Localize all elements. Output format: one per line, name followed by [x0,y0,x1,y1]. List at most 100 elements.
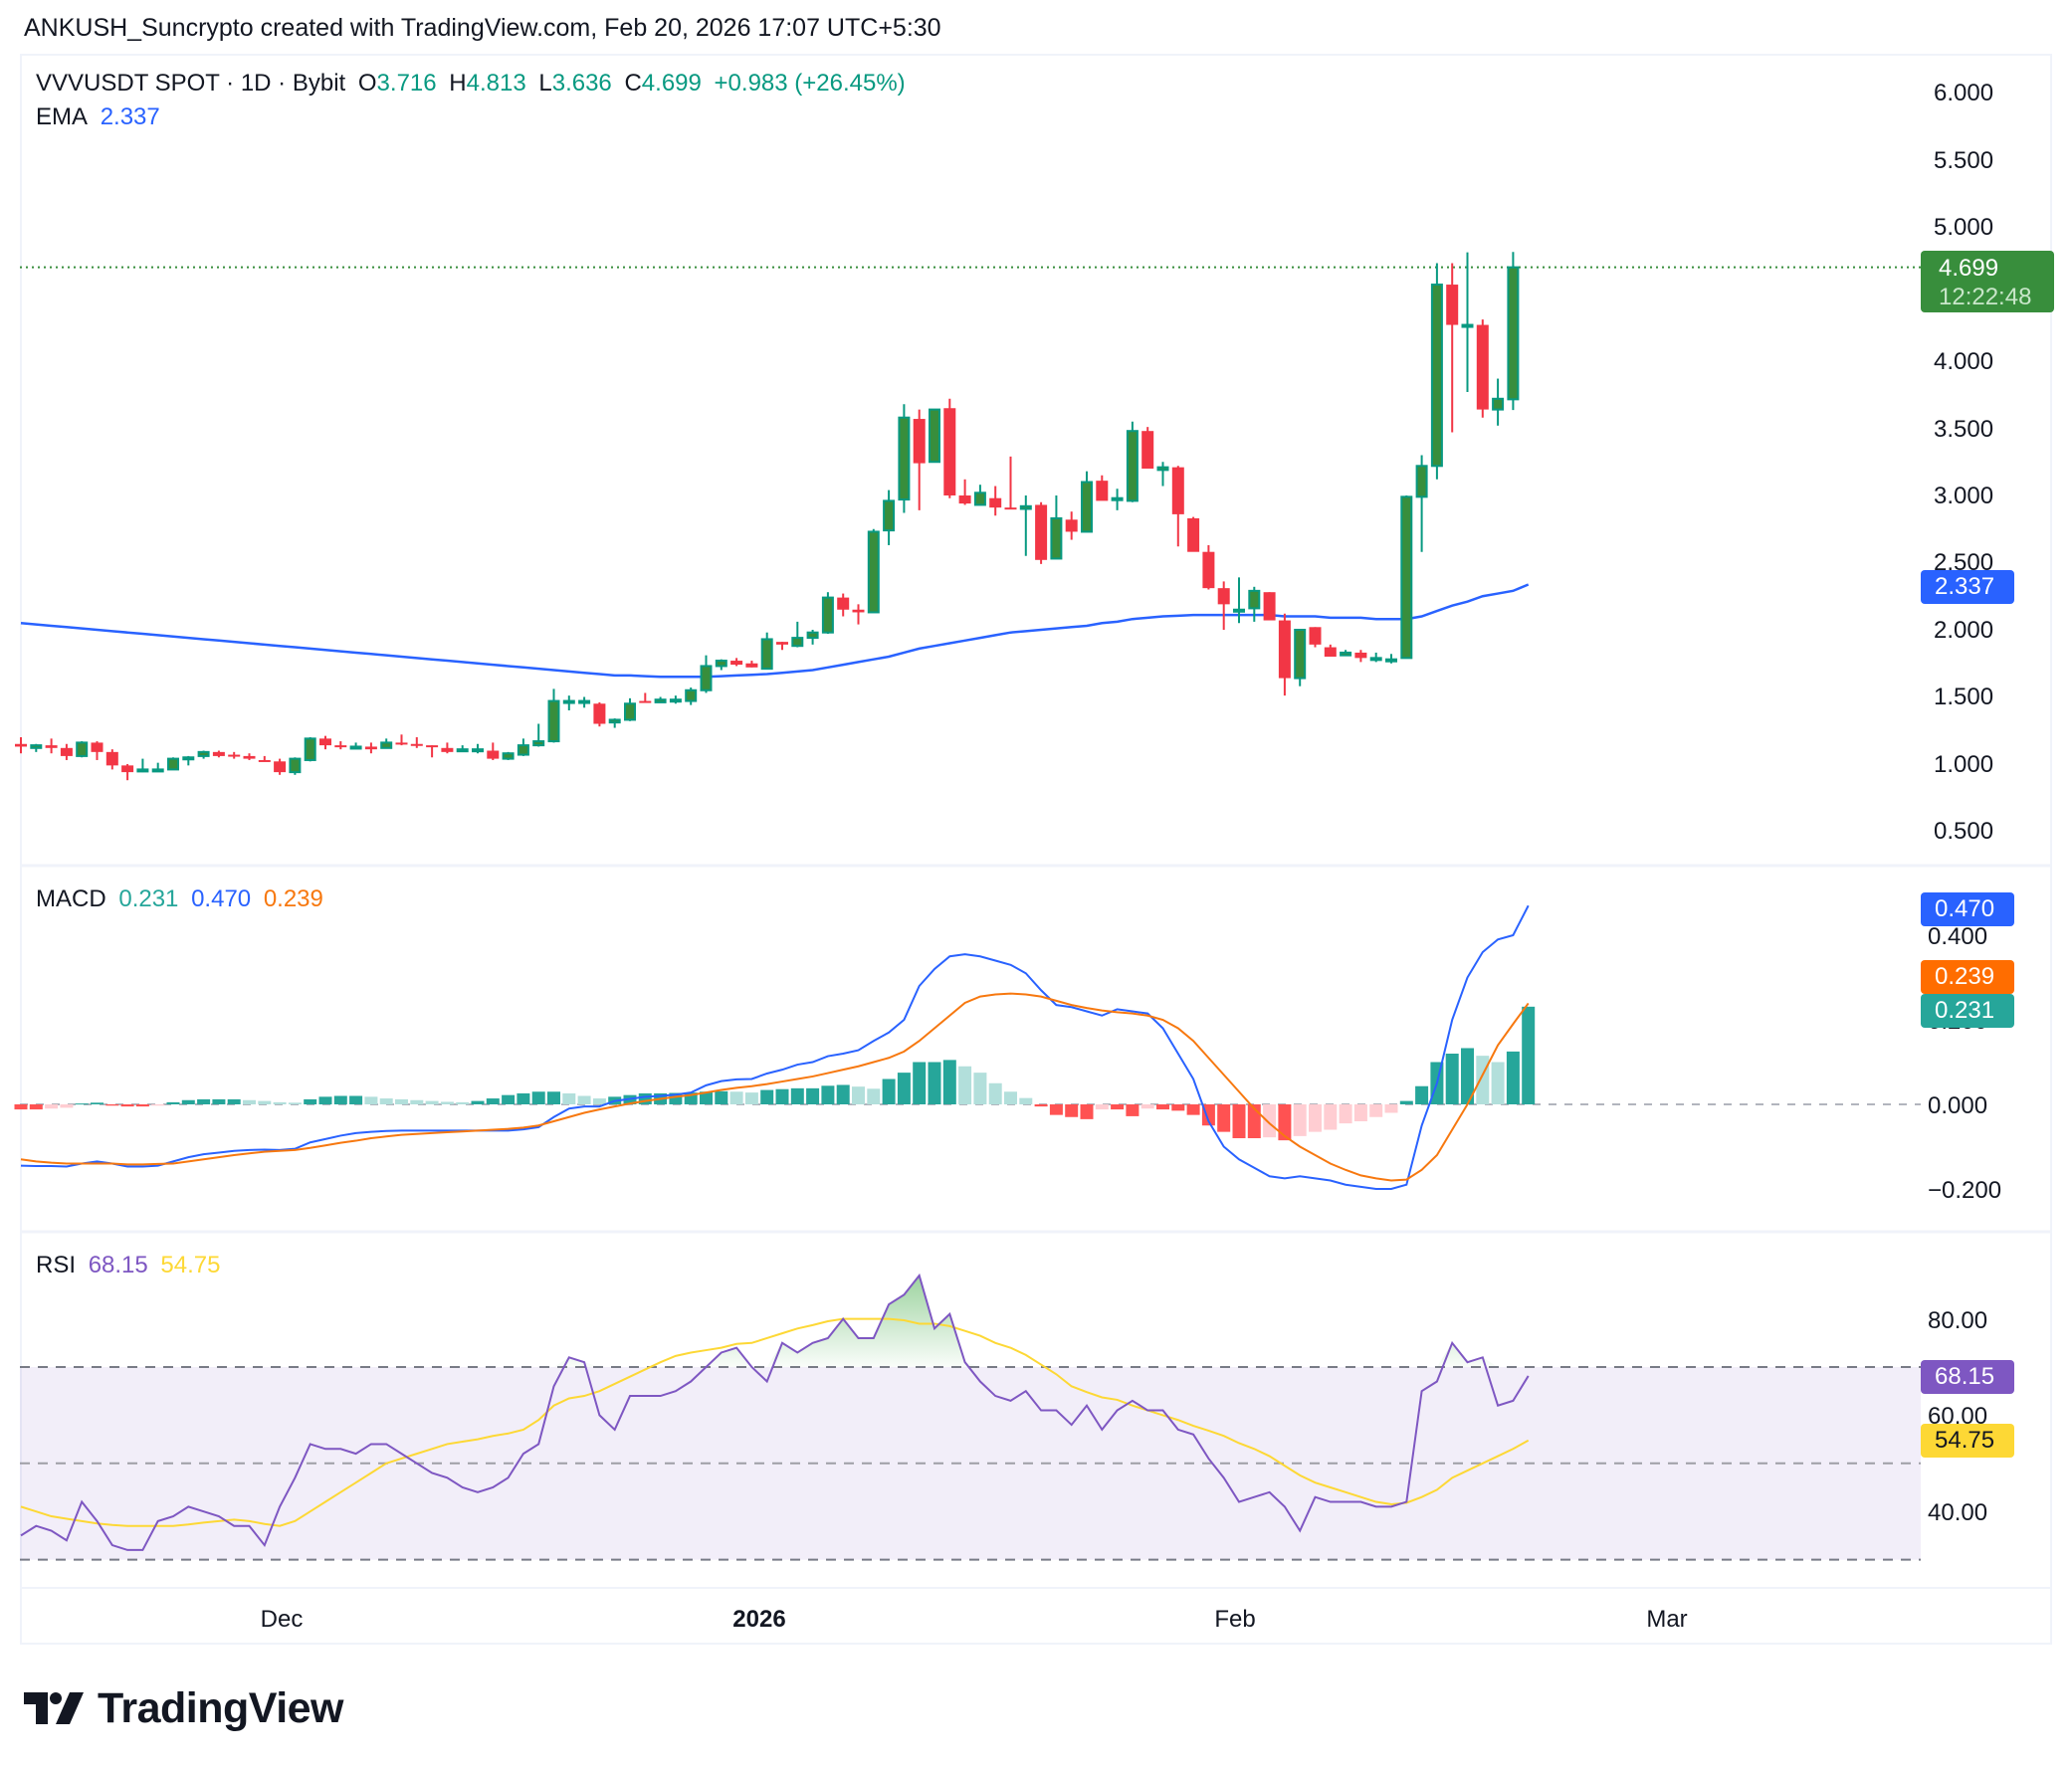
macd-histogram-bar [700,1091,713,1104]
macd-histogram-bar [836,1084,850,1104]
candle-body-down [1476,324,1489,410]
macd-histogram-bar [151,1104,165,1106]
candle-body-up [562,699,575,704]
macd-hist-tag: 0.231 [1921,994,2014,1028]
candle-body-up [197,750,210,757]
candle-body-up [1400,495,1413,660]
macd-histogram-bar [1445,1054,1459,1104]
macd-histogram-bar [882,1079,896,1104]
candle-body-down [852,609,865,613]
macd-histogram-bar [1461,1048,1474,1104]
close-value: 4.699 [641,70,702,97]
candle-body-up [806,631,819,640]
macd-histogram-bar [1004,1091,1017,1104]
candle-body-up [136,768,149,773]
macd-histogram-bar [135,1104,149,1107]
price-axis-label: 3.000 [1934,483,1994,509]
macd-axis-label: −0.200 [1928,1177,2002,1204]
macd-histogram-bar [669,1092,683,1104]
macd-signal-line [20,992,1530,1182]
ema-legend[interactable]: EMA 2.337 [36,103,166,131]
time-axis-label-feb: Feb [1214,1606,1256,1633]
candle-body-down [1324,647,1337,657]
macd-histogram-bar [227,1098,241,1104]
ema-price-tag: 2.337 [1921,570,2014,604]
candle-body-up [1492,397,1505,411]
candle-body-up [929,408,940,464]
symbol-title[interactable]: VVVUSDT SPOT · 1D · Bybit [36,70,346,97]
rsi-label: RSI [36,1252,77,1278]
macd-histogram-bar [1171,1104,1185,1111]
candle-body-up [1294,629,1307,680]
candle-body-down [243,755,256,759]
candle-body-up [898,416,911,501]
candle-body-down [639,700,652,703]
macd-histogram-bar [1309,1104,1322,1132]
macd-histogram-bar [333,1095,347,1104]
candle-body-up [547,699,560,743]
macd-histogram-bar [821,1085,835,1104]
macd-histogram-bar [166,1101,180,1104]
macd-histogram-bar [471,1100,485,1104]
candle-body-up [1248,589,1261,610]
macd-histogram-bar [638,1092,652,1104]
macd-histogram-bar [973,1073,987,1104]
macd-histogram-bar [379,1098,393,1104]
time-axis-label-dec: Dec [260,1606,304,1633]
macd-histogram-bar [486,1098,500,1104]
price-legend: VVVUSDT SPOT · 1D · Bybit O3.716 H4.813 … [36,70,912,98]
change-value: +0.983 (+26.45%) [714,70,906,97]
price-axis-label: 6.000 [1934,80,1994,106]
price-axis-label: 2.000 [1934,617,1994,644]
candle-body-up [973,491,986,506]
macd-histogram-bar [1522,1006,1536,1104]
candle-body-down [1035,504,1048,560]
price-axis-label: 4.000 [1934,348,1994,375]
ema-label: EMA [36,103,89,130]
macd-histogram-bar [349,1095,363,1104]
rsi-line [20,1273,1530,1551]
candle-body-down [15,743,27,747]
macd-histogram-bar [181,1099,195,1104]
macd-histogram-bar [1232,1104,1246,1138]
macd-line [20,904,1530,1190]
tradingview-logo[interactable]: TradingView [24,1683,344,1732]
candle-body-up [380,741,393,749]
chart-frame [20,54,2052,1645]
macd-histogram-bar [1278,1104,1292,1141]
rsi-ma-value: 54.75 [160,1252,221,1278]
candle-body-up [349,745,362,750]
macd-histogram-bar [212,1098,226,1104]
macd-histogram-bar [288,1102,302,1104]
candle-body-up [700,665,713,691]
candle-body-down [121,765,134,773]
macd-histogram-bar [1415,1085,1429,1104]
macd-histogram-bar [1126,1104,1140,1116]
rsi-ma-tag: 54.75 [1921,1424,2014,1458]
candle-body-down [913,419,926,464]
macd-histogram-bar [197,1098,211,1104]
candle-body-up [867,530,880,614]
macd-histogram-bar [913,1062,927,1104]
candle-body-up [1461,323,1474,328]
candle-body-up [1415,465,1428,498]
macd-legend[interactable]: MACD 0.231 0.470 0.239 [36,885,329,913]
candle-body-down [1202,551,1215,589]
macd-histogram-bar [1491,1062,1505,1104]
candle-body-down [364,746,377,750]
candle-body-up [1507,266,1520,401]
high-label: H [449,70,467,97]
macd-histogram-bar [1476,1056,1490,1104]
candle-body-up [517,744,529,756]
macd-histogram-bar [729,1091,743,1104]
candle-body-up [456,748,469,753]
time-axis-label-2026: 2026 [732,1606,786,1633]
macd-histogram-bar [318,1096,332,1104]
rsi-legend[interactable]: RSI 68.15 54.75 [36,1252,226,1279]
tradingview-logo-text: TradingView [98,1683,344,1732]
macd-histogram-bar [1156,1104,1169,1110]
macd-histogram-bar [410,1099,424,1104]
candle-body-down [989,497,1002,508]
macd-histogram-bar [1339,1104,1352,1124]
